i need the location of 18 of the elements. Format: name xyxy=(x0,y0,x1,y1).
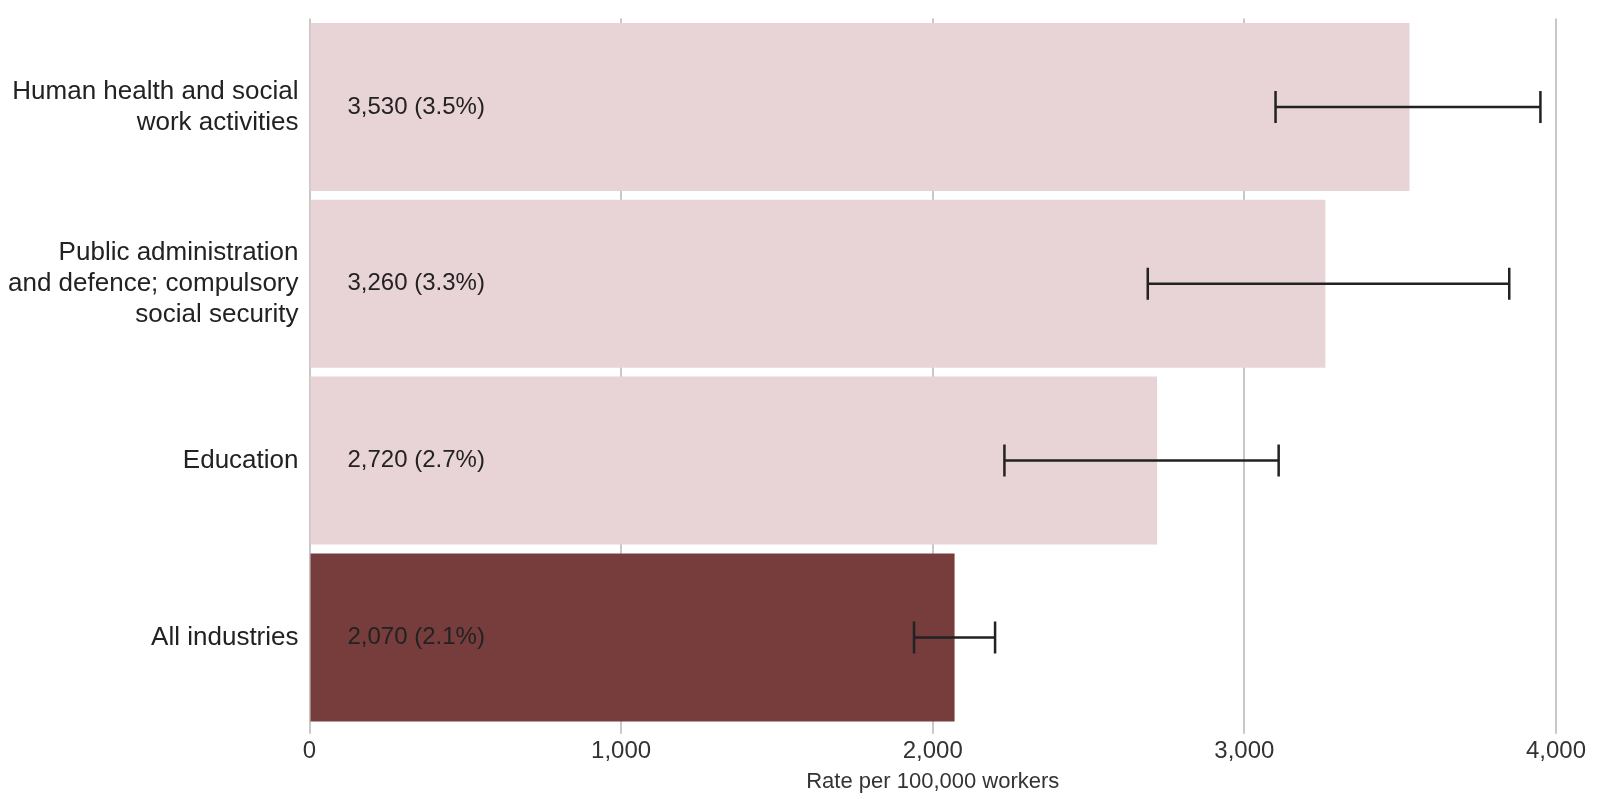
data-label: 2,720 (2.7%) xyxy=(347,445,485,473)
x-tick-label: 4,000 xyxy=(1525,735,1587,763)
bar xyxy=(310,553,955,722)
data-label: 3,260 (3.3%) xyxy=(347,268,485,296)
x-tick-label: 1,000 xyxy=(591,735,652,763)
x-tick-label: 0 xyxy=(302,735,317,763)
data-label: 2,070 (2.1%) xyxy=(347,622,485,650)
bar xyxy=(310,376,1158,545)
bar xyxy=(310,23,1410,191)
x-tick-label: 2,000 xyxy=(902,735,963,763)
y-tick-label: Education xyxy=(182,443,299,474)
x-tick-label: 3,000 xyxy=(1214,735,1275,763)
x-axis-title: Rate per 100,000 workers xyxy=(806,767,1060,793)
bar xyxy=(310,199,1326,368)
y-tick-label: Public administration and defence; compulsory social security xyxy=(7,235,299,329)
y-tick-label: All industries xyxy=(151,620,299,651)
y-tick-label: Human health and social work activities xyxy=(12,74,299,136)
data-label: 3,530 (3.5%) xyxy=(347,91,485,119)
